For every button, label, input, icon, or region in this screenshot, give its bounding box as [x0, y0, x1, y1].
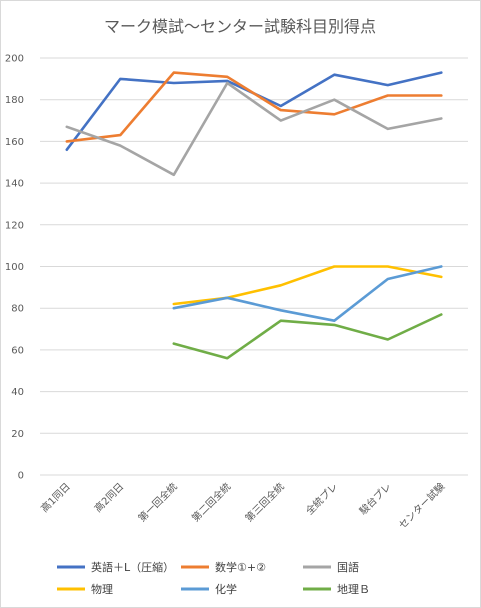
series-line — [172, 313, 443, 360]
legend-label: 国語 — [337, 560, 359, 574]
series-lines — [65, 71, 443, 360]
x-tick-label: 高2同日 — [91, 480, 126, 515]
y-tick-label: 0 — [18, 471, 24, 482]
legend-label: 物理 — [91, 582, 113, 596]
y-tick-label: 140 — [5, 179, 24, 190]
y-tick-label: 120 — [5, 220, 24, 231]
x-tick-label: 全統プレ — [303, 480, 340, 517]
legend-label: 英語＋L（圧縮） — [91, 560, 174, 574]
y-tick-label: 180 — [5, 95, 24, 106]
y-tick-label: 60 — [11, 345, 24, 356]
y-tick-label: 160 — [5, 137, 24, 148]
series-line — [65, 71, 443, 143]
series-line — [65, 81, 443, 177]
legend-label: 地理Ｂ — [337, 583, 370, 596]
x-tick-label: 第二回全統 — [189, 480, 234, 525]
x-tick-label: 第一回全統 — [135, 480, 180, 525]
legend-label: 数学①+② — [215, 560, 266, 574]
x-tick-label: センター試験 — [396, 480, 448, 532]
x-tick-label: 第三回全統 — [242, 480, 287, 525]
y-tick-label: 100 — [5, 262, 24, 273]
series-line — [172, 265, 443, 322]
y-tick-label: 20 — [11, 429, 24, 440]
x-axis-ticks: 高1同日 高2同日 第一回全統 第二回全統 第三回全統 全統プレ 駿台プレ センター試験 — [38, 480, 447, 532]
y-axis-ticks: 0 20 40 60 80 100 120 140 160 180 200 — [5, 54, 24, 482]
chart-title: マーク模試～センター試験科目別得点 — [104, 17, 376, 36]
series-line — [172, 265, 443, 306]
y-tick-label: 80 — [11, 304, 24, 315]
y-tick-label: 200 — [5, 54, 24, 65]
x-tick-label: 駿台プレ — [356, 480, 393, 517]
x-tick-label: 高1同日 — [38, 480, 73, 515]
series-line — [65, 71, 443, 151]
y-tick-label: 40 — [11, 387, 24, 398]
legend-label: 化学 — [215, 582, 237, 596]
gridlines — [40, 57, 468, 476]
